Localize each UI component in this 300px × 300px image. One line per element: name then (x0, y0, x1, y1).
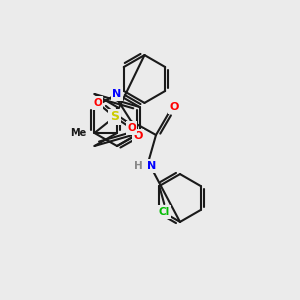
Text: N: N (112, 89, 122, 99)
Text: O: O (93, 98, 102, 108)
Text: Me: Me (70, 128, 86, 138)
Text: Cl: Cl (159, 207, 170, 217)
Text: N: N (147, 161, 157, 171)
Text: S: S (110, 110, 119, 124)
Text: O: O (133, 131, 143, 141)
Text: O: O (127, 123, 136, 133)
Text: H: H (134, 161, 142, 171)
Text: O: O (169, 102, 179, 112)
